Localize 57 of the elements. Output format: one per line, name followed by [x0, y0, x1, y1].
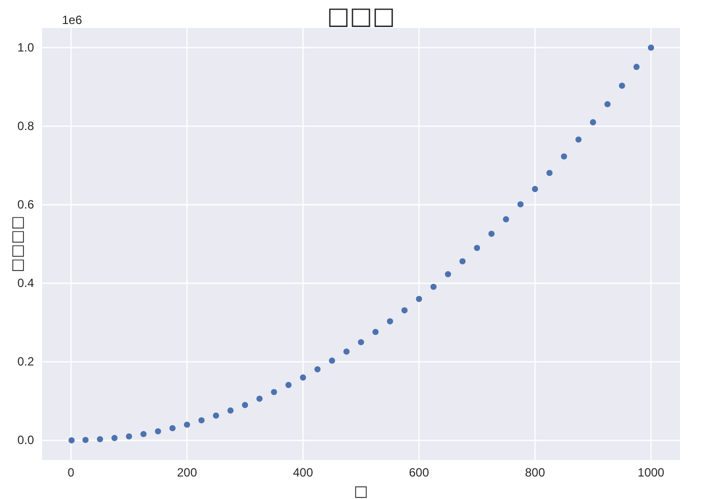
x-tick-label: 200	[176, 466, 198, 480]
point	[560, 153, 568, 160]
y-tick-label: 1.0	[17, 40, 34, 54]
point	[154, 428, 162, 434]
point	[270, 388, 278, 396]
point	[198, 417, 205, 424]
point	[590, 119, 596, 126]
y-tick-label: 0.8	[17, 119, 34, 134]
x-tick-label: 1000	[638, 466, 665, 480]
point	[648, 44, 654, 51]
x-axis-title: □	[354, 482, 368, 499]
y-tick-label: 0.4	[17, 276, 34, 290]
point	[604, 101, 611, 108]
point	[169, 425, 176, 432]
point	[502, 216, 510, 222]
y-tick-label: 0.2	[17, 354, 34, 369]
point	[256, 396, 263, 402]
point	[474, 244, 480, 252]
text: 1e6	[62, 13, 82, 27]
point	[111, 434, 118, 442]
point	[372, 328, 379, 336]
point	[517, 201, 524, 208]
point	[300, 374, 306, 381]
x-tick-label: 600	[408, 466, 430, 480]
point	[401, 307, 408, 314]
point	[227, 407, 234, 414]
point	[532, 186, 538, 192]
point	[96, 436, 104, 442]
y-tick-label: 0.0	[17, 433, 34, 448]
chart-title: □□□	[326, 2, 396, 30]
point	[126, 433, 132, 440]
point	[488, 230, 495, 237]
point	[328, 358, 336, 364]
x-tick-label: 800	[524, 466, 546, 480]
point	[416, 296, 422, 302]
point	[386, 318, 394, 324]
point	[314, 366, 321, 372]
point	[285, 382, 292, 388]
y-tick-label: 0.6	[17, 198, 34, 212]
point	[358, 339, 364, 346]
x-tick-label: 400	[292, 466, 314, 480]
point	[459, 258, 466, 264]
x-tick-label: 0	[68, 466, 75, 480]
point	[242, 402, 248, 408]
point	[618, 82, 626, 89]
point	[343, 348, 350, 355]
point	[430, 284, 437, 290]
point	[82, 436, 89, 444]
point	[546, 170, 553, 176]
point	[140, 430, 147, 438]
point	[184, 422, 190, 428]
point	[633, 64, 640, 70]
y-axis-title: □□□□	[8, 216, 26, 272]
point	[68, 437, 75, 444]
point	[575, 136, 582, 143]
point	[212, 412, 220, 419]
point	[444, 271, 452, 278]
